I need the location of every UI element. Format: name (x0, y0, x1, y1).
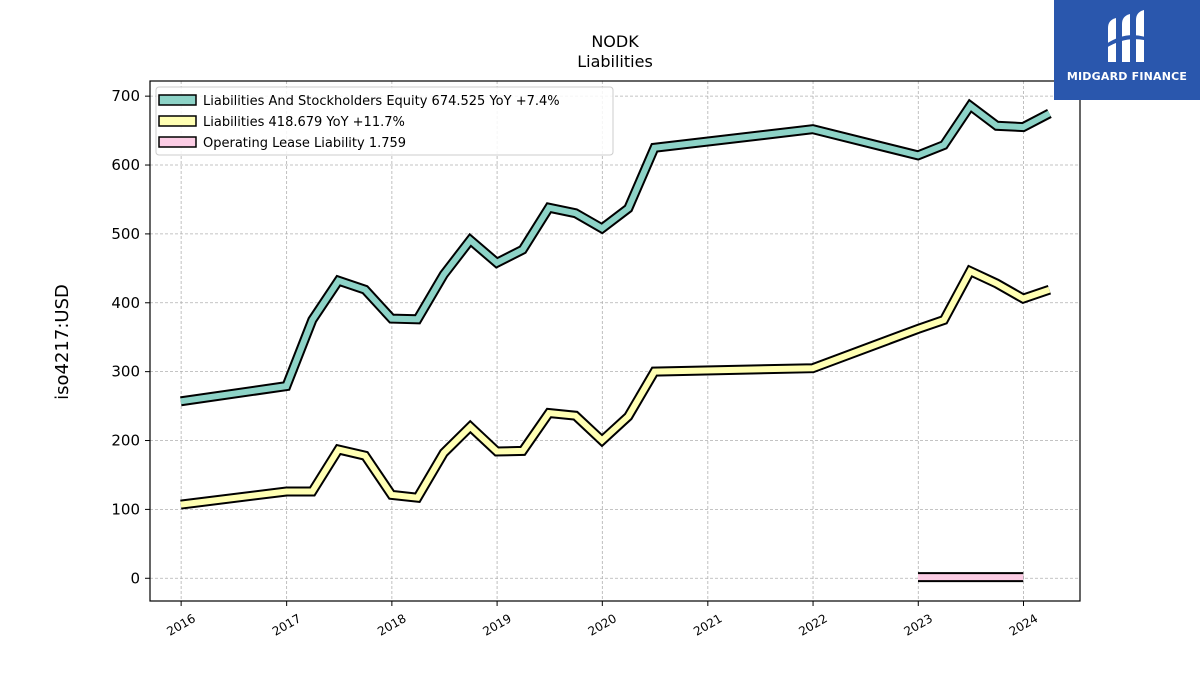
y-axis-label: iso4217:USD (52, 284, 73, 400)
midgard-finance-logo: MIDGARD FINANCE (1054, 0, 1200, 100)
chart-title: NODK (591, 32, 639, 51)
chart-subtitle: Liabilities (577, 52, 653, 71)
y-tick-label: 500 (111, 225, 140, 243)
series-0 (180, 98, 1052, 407)
legend-swatch (158, 115, 197, 127)
legend-label: Operating Lease Liability 1.759 (203, 136, 406, 151)
series-1 (180, 264, 1052, 510)
legend: Liabilities And Stockholders Equity 674.… (155, 86, 614, 156)
y-tick-label: 200 (111, 432, 140, 450)
legend-label: Liabilities And Stockholders Equity 674.… (203, 94, 560, 109)
legend-swatch (158, 94, 197, 106)
y-tick-label: 400 (111, 294, 140, 312)
y-tick-label: 700 (111, 87, 140, 105)
legend-swatch (158, 136, 197, 148)
series-lines (180, 98, 1052, 583)
series-line (180, 101, 1051, 405)
logo-text: MIDGARD FINANCE (1066, 70, 1188, 83)
plot-frame (149, 80, 1081, 602)
legend-box (155, 86, 614, 156)
y-tick-label: 300 (111, 363, 140, 381)
y-tick-label: 600 (111, 156, 140, 174)
y-tick-label: 100 (111, 500, 140, 518)
y-tick-label: 0 (130, 569, 140, 587)
legend-label: Liabilities 418.679 YoY +11.7% (203, 115, 405, 130)
midgard-logo-icon (1106, 10, 1148, 62)
series-line (180, 267, 1051, 508)
